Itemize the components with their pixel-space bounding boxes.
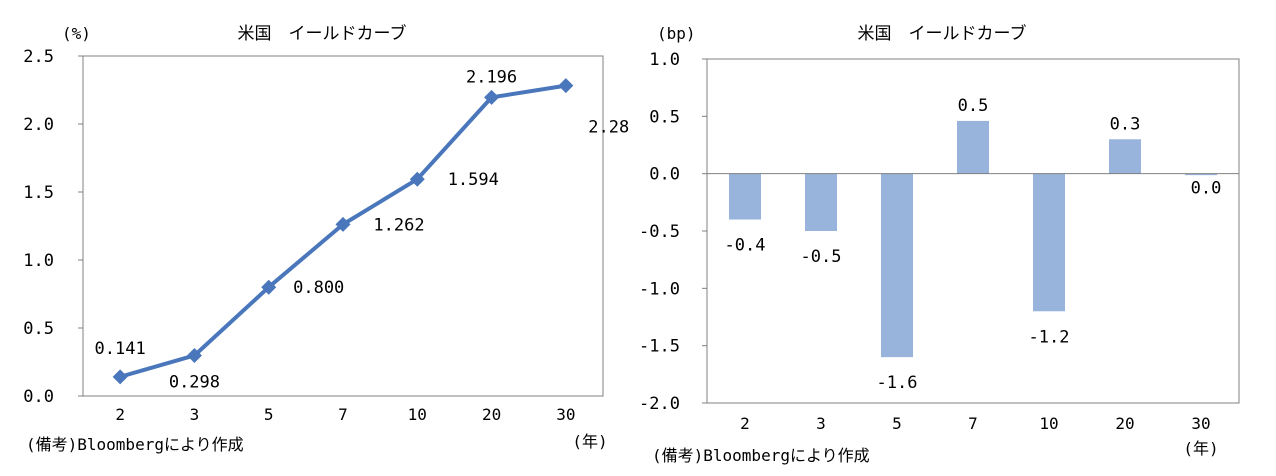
right-data-label: -0.5 <box>801 247 842 267</box>
left-data-point <box>409 171 425 187</box>
right-x-tick-label: 20 <box>1115 414 1134 433</box>
right-y-tick-label: 0.0 <box>649 165 680 185</box>
left-data-point <box>335 216 351 232</box>
right-bar <box>881 173 913 358</box>
left-data-point <box>112 369 128 385</box>
left-y-tick-label: 0.5 <box>23 319 54 339</box>
right-y-tick-label: -0.5 <box>639 222 680 242</box>
right-x-tick-label: 2 <box>740 414 750 433</box>
left-source-note: (備考)Bloombergにより作成 <box>26 435 244 454</box>
left-data-label: 2.282 <box>588 118 630 138</box>
right-yield-change-chart: 米国 イールドカーブ (bp) -2.0 -1.5 -1.0 -0.5 0.0 0.5 1.… <box>639 23 1240 465</box>
right-bar <box>957 120 989 174</box>
left-plot-area <box>82 55 604 397</box>
right-y-tick-label: 1.0 <box>649 50 680 70</box>
right-data-label: -1.2 <box>1029 327 1070 347</box>
right-x-tick-label: 5 <box>892 414 902 433</box>
left-y-tick-label: 2.5 <box>23 47 54 67</box>
right-x-tick-label: 10 <box>1039 414 1058 433</box>
right-x-unit-label: (年) <box>1183 439 1218 458</box>
left-data-label: 2.196 <box>466 67 517 87</box>
right-bar <box>805 173 837 231</box>
right-data-label: 0.5 <box>958 96 989 116</box>
left-x-unit-label: (年) <box>572 432 607 451</box>
left-x-tick-label: 30 <box>556 405 575 424</box>
right-x-tick-label: 7 <box>968 414 978 433</box>
left-chart-title: 米国 イールドカーブ <box>238 23 407 44</box>
right-x-tick-label: 3 <box>816 414 826 433</box>
right-y-tick-label: -1.5 <box>639 337 680 357</box>
right-bar <box>729 173 761 220</box>
left-data-label: 1.594 <box>448 170 499 190</box>
right-data-label: -0.4 <box>725 236 766 256</box>
left-y-unit-label: (%) <box>62 24 91 43</box>
right-data-label: 0.3 <box>1110 114 1141 134</box>
right-data-label: -1.6 <box>877 373 918 393</box>
right-y-tick-label: -1.0 <box>639 279 680 299</box>
left-data-point <box>484 89 500 105</box>
right-source-note: (備考)Bloombergにより作成 <box>652 446 870 465</box>
right-bar <box>1185 173 1217 176</box>
left-data-label: 1.262 <box>373 215 424 235</box>
left-data-label: 0.800 <box>293 278 344 298</box>
left-x-tick-label: 3 <box>190 405 200 424</box>
left-x-tick-label: 20 <box>482 405 501 424</box>
left-x-tick-label: 10 <box>408 405 427 424</box>
right-data-label: 0.0 <box>1191 179 1222 199</box>
left-data-point <box>261 279 277 295</box>
right-y-tick-label: 0.5 <box>649 107 680 127</box>
right-y-unit-label: (bp) <box>657 24 696 43</box>
left-data-point <box>186 347 202 363</box>
right-x-tick-label: 30 <box>1191 414 1210 433</box>
left-y-tick-label: 1.5 <box>23 183 54 203</box>
left-y-tick-label: 1.0 <box>23 251 54 271</box>
left-data-label: 0.141 <box>95 339 146 359</box>
left-x-tick-label: 7 <box>338 405 348 424</box>
left-y-tick-label: 2.0 <box>23 115 54 135</box>
left-x-tick-label: 5 <box>264 405 274 424</box>
left-y-tick-label: 0.0 <box>23 387 54 407</box>
right-y-tick-label: -2.0 <box>639 394 680 414</box>
right-bar <box>1033 173 1065 312</box>
left-x-tick-label: 2 <box>115 405 125 424</box>
right-bar <box>1109 139 1141 174</box>
right-chart-title: 米国 イールドカーブ <box>858 23 1027 44</box>
left-yield-curve-chart: 米国 イールドカーブ (%) 0.0 0.5 1.0 1.5 2.0 2.5 2 3 5 7 10… <box>23 23 630 454</box>
left-data-point <box>558 78 574 94</box>
left-data-label: 0.298 <box>169 372 220 392</box>
